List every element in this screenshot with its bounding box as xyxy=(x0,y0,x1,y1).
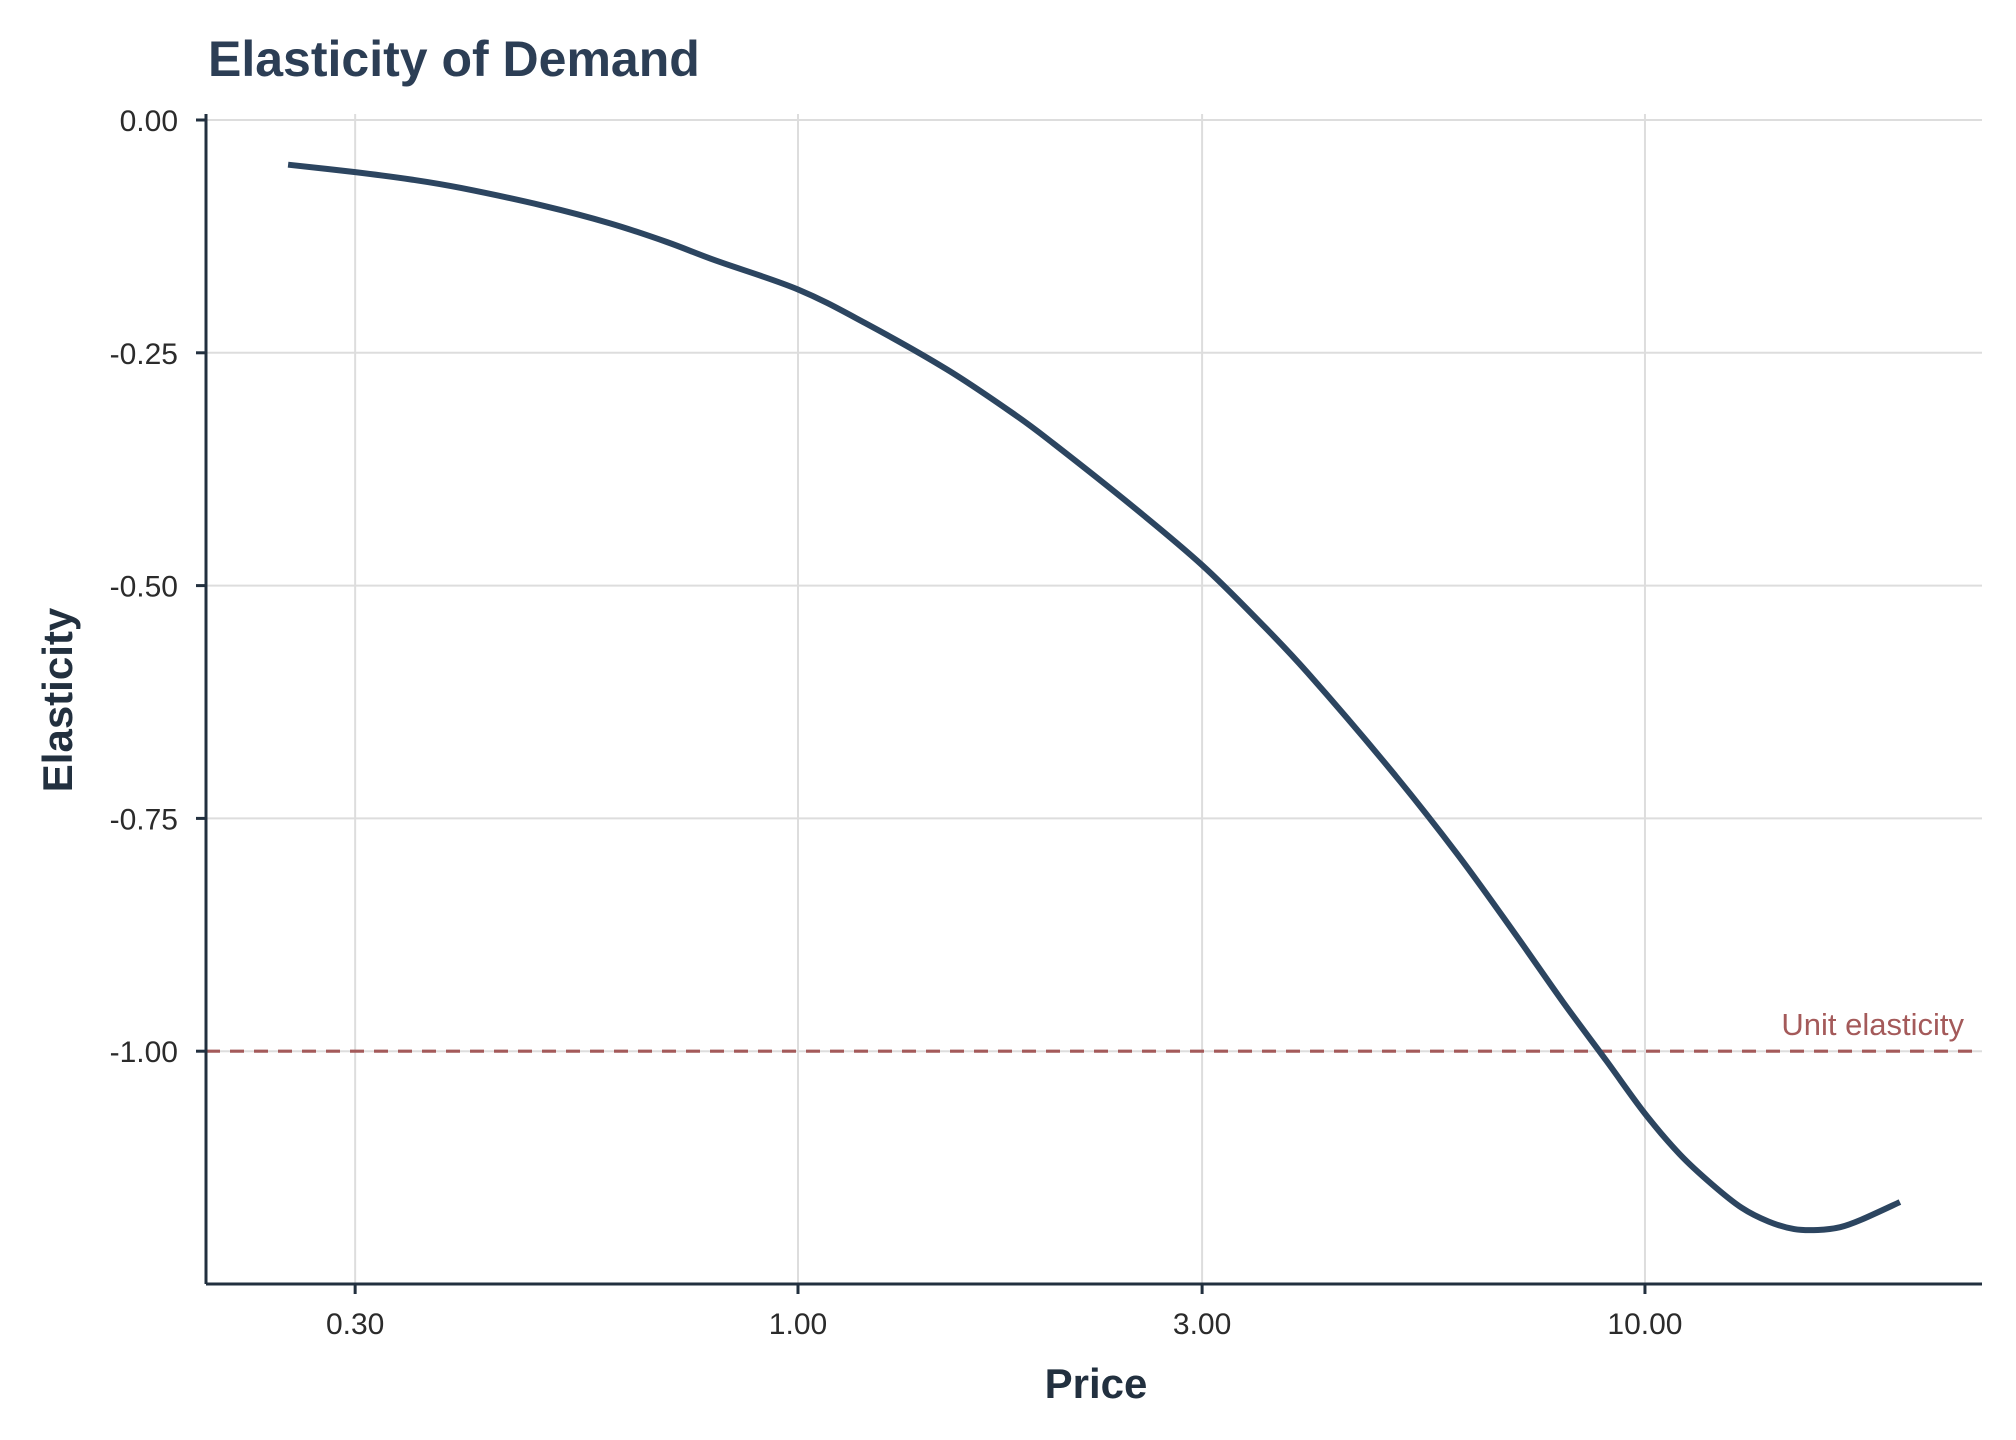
y-tick-label: -0.50 xyxy=(110,571,178,604)
elasticity-series-line xyxy=(287,161,1902,1234)
y-tick-label: -0.25 xyxy=(110,338,178,371)
x-tick-label: 3.00 xyxy=(1173,1308,1231,1341)
chart-title: Elasticity of Demand xyxy=(208,31,700,87)
series-group xyxy=(287,161,1902,1234)
x-tick-label: 10.00 xyxy=(1607,1308,1682,1341)
axes xyxy=(196,114,1982,1294)
y-tick-label: 0.00 xyxy=(120,105,178,138)
y-tick-label: -1.00 xyxy=(110,1036,178,1069)
grid-lines xyxy=(206,114,1982,1284)
x-tick-label: 0.30 xyxy=(326,1308,384,1341)
y-tick-label: -0.75 xyxy=(110,803,178,836)
x-tick-label: 1.00 xyxy=(769,1308,827,1341)
reference-line-group: Unit elasticity xyxy=(206,1007,1982,1053)
unit-elasticity-label: Unit elasticity xyxy=(1781,1007,1964,1042)
tick-labels: 0.30 1.00 3.00 10.00 0.00 -0.25 -0.50 -0.75 -1.0… xyxy=(110,105,1683,1341)
x-axis-title: Price xyxy=(1045,1360,1148,1407)
y-axis-title: Elasticity xyxy=(34,607,81,792)
